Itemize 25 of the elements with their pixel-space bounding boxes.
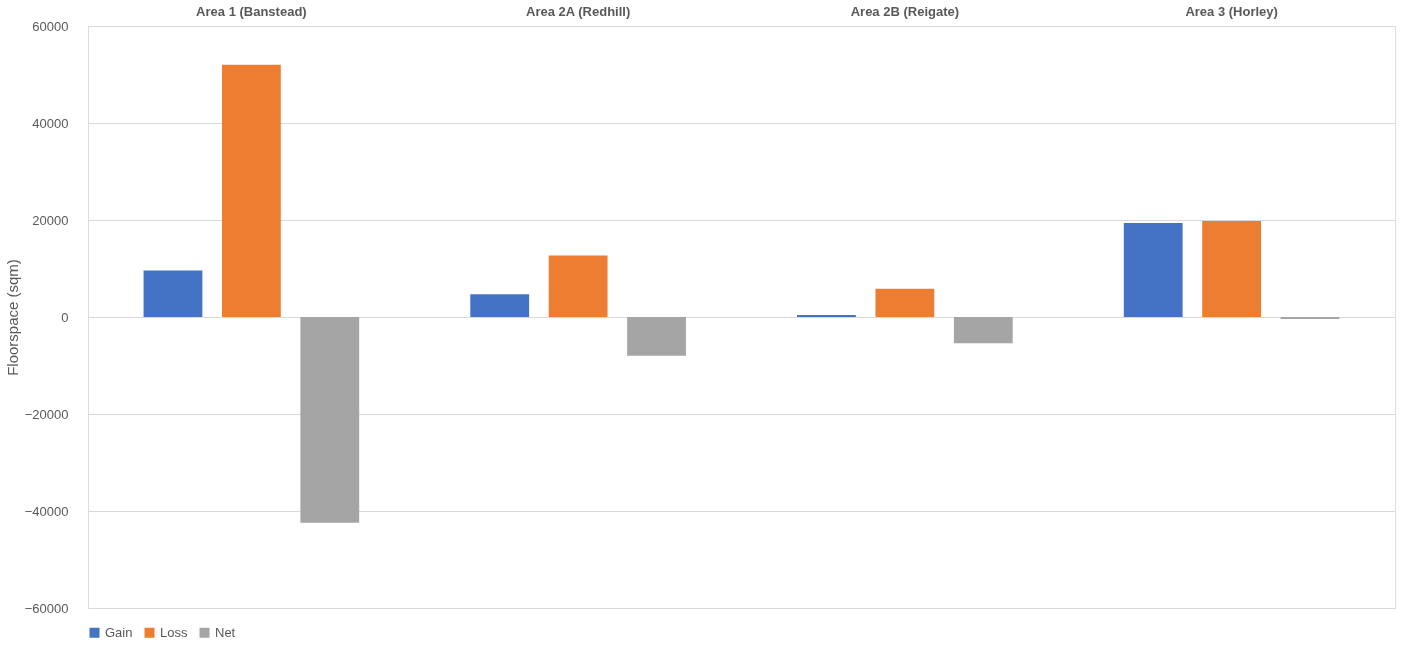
y-tick-label: 0 bbox=[61, 309, 69, 325]
y-tick-label: 60000 bbox=[32, 18, 69, 34]
bar bbox=[548, 255, 608, 317]
bar bbox=[1123, 222, 1183, 317]
bar bbox=[300, 317, 360, 523]
x-tick-label: Area 2A (Redhill) bbox=[525, 3, 631, 19]
y-tick-label: −40000 bbox=[24, 503, 69, 519]
x-tick-label: Area 2B (Reigate) bbox=[850, 3, 960, 19]
bar bbox=[221, 64, 281, 317]
bar bbox=[143, 270, 203, 317]
bar bbox=[1202, 220, 1262, 317]
bar bbox=[470, 294, 530, 317]
x-tick-label: Area 1 (Banstead) bbox=[196, 3, 307, 19]
bar bbox=[875, 288, 935, 317]
bar bbox=[627, 317, 686, 356]
y-axis-title: Floorspace (sqm) bbox=[3, 259, 21, 376]
y-tick-label: 40000 bbox=[32, 115, 69, 131]
bar bbox=[953, 317, 1013, 344]
x-tick-label: Area 3 (Horley) bbox=[1185, 3, 1278, 19]
y-tick-label: 20000 bbox=[32, 212, 69, 228]
legend-label: Gain bbox=[105, 624, 133, 640]
legend-label: Net bbox=[215, 624, 236, 640]
legend-label: Loss bbox=[160, 624, 188, 640]
y-tick-label: −60000 bbox=[24, 600, 69, 616]
y-tick-label: −20000 bbox=[24, 406, 69, 422]
